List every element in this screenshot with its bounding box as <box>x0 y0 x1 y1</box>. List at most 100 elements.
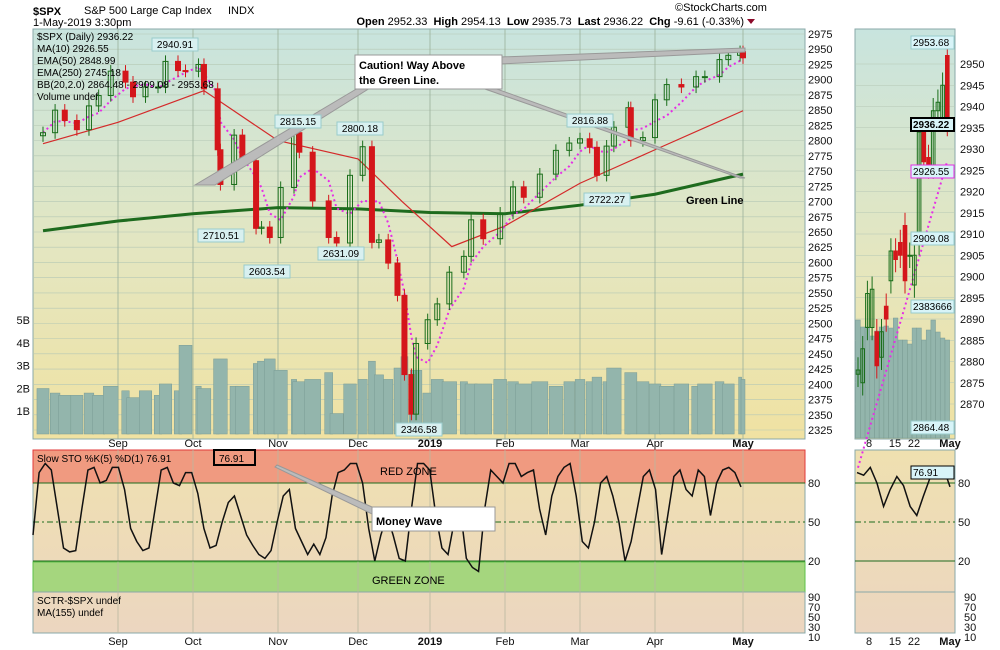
candle-body <box>716 59 723 78</box>
candle-body <box>401 294 408 376</box>
candle-body <box>480 219 487 240</box>
candle-body <box>95 95 102 107</box>
candle-body <box>122 70 129 83</box>
candle-body <box>663 84 670 101</box>
legend-price: $SPX (Daily) 2936.22 <box>37 32 134 43</box>
inset-volume-bar <box>893 317 899 439</box>
x-tick-label: Apr <box>646 636 663 648</box>
candle-body <box>693 76 700 88</box>
y-tick-label: 2775 <box>808 151 832 163</box>
sctr-tick-label: 90 <box>808 592 820 604</box>
inset-x-tick-label: May <box>939 438 961 450</box>
inset-candle-body <box>888 250 894 282</box>
candle-body <box>130 81 136 98</box>
candle-body <box>85 105 92 131</box>
inset-candle-body <box>898 242 903 256</box>
inset-volume-bar <box>883 325 889 439</box>
volume-bar <box>324 372 333 435</box>
inset-value-box <box>910 164 955 179</box>
volume-bar <box>474 383 492 435</box>
y-tick-label: 2700 <box>808 197 832 209</box>
volume-tick-label: 3B <box>17 361 30 373</box>
volume-bar <box>196 388 212 435</box>
inset-y-tick-label: 2885 <box>960 335 984 347</box>
price-legend: $SPX (Daily) 2936.22 MA(10) 2926.55 EMA(… <box>37 32 214 103</box>
inset-y-tick-label: 2900 <box>960 272 984 284</box>
chg-value: -9.61 (-0.33%) <box>674 16 744 28</box>
inset-y-tick-label: 2945 <box>960 80 984 92</box>
inset-ma10-line <box>857 160 949 469</box>
price-label: 2816.88 <box>572 116 609 127</box>
watermark: ©StockCharts.com <box>675 2 767 14</box>
inset-x-tick-label: 22 <box>908 636 920 648</box>
sctr-tick-label: 70 <box>964 602 976 614</box>
sctr-tick-label: 50 <box>964 612 976 624</box>
low-value: 2935.73 <box>532 16 572 28</box>
y-tick-label: 2800 <box>808 136 832 148</box>
sctr-tick-label: 30 <box>964 622 976 634</box>
y-tick-label: 2600 <box>808 257 832 269</box>
price-label-box <box>583 192 631 207</box>
y-tick-label: 2425 <box>808 364 832 376</box>
candle-body <box>309 151 316 202</box>
inset-candle-body <box>893 250 898 260</box>
candle-body <box>577 138 583 144</box>
sto-tick-label: 50 <box>808 517 820 529</box>
volume-bar <box>264 358 276 435</box>
price-label: 2603.54 <box>249 267 286 278</box>
candle-body <box>325 200 332 238</box>
candle-body <box>566 142 573 151</box>
quote-summary: Open 2952.33 High 2954.13 Low 2935.73 La… <box>356 16 755 28</box>
volume-bar <box>441 381 457 435</box>
volume-bar <box>591 376 603 435</box>
volume-bars <box>36 345 746 435</box>
y-tick-label: 2475 <box>808 334 832 346</box>
volume-bar <box>624 372 638 435</box>
candle-body <box>639 137 646 142</box>
candle-body <box>678 84 685 88</box>
inset-y-tick-label: 2910 <box>960 229 984 241</box>
volume-bar <box>70 395 84 435</box>
inset-y-tick-label: 2880 <box>960 357 984 369</box>
inset-y-tick-label: 2925 <box>960 165 984 177</box>
volume-bar <box>515 383 533 435</box>
volume-bar <box>574 379 586 435</box>
y-tick-label: 2900 <box>808 75 832 87</box>
y-tick-label: 2825 <box>808 120 832 132</box>
candle-body <box>627 107 634 142</box>
volume-bar <box>235 385 250 435</box>
inset-value-label: 2926.55 <box>913 167 950 178</box>
y-tick-label: 2550 <box>808 288 832 300</box>
inset-x-tick-label: May <box>939 636 961 648</box>
sto-tick-label: 80 <box>958 478 970 490</box>
chg-label: Chg <box>649 16 670 28</box>
sctr-tick-label: 70 <box>808 602 820 614</box>
inset-volume-bar <box>902 339 908 439</box>
price-labels: 2940.91 2710.51 2815.15 2800.18 2603.54 2631.… <box>151 35 955 480</box>
price-label: 2710.51 <box>203 231 240 242</box>
x-tick-label: Dec <box>348 636 368 648</box>
y-tick-label: 2500 <box>808 318 832 330</box>
volume-bar <box>292 381 307 435</box>
volume-bar <box>383 379 394 435</box>
candle-body <box>61 109 68 122</box>
volume-bar <box>374 374 384 435</box>
red-zone-label: RED ZONE <box>380 466 437 478</box>
high-label: High <box>433 16 458 28</box>
price-label-box <box>151 37 199 52</box>
y-tick-label: 2725 <box>808 181 832 193</box>
candle-body <box>52 109 59 134</box>
x-tick-label: Feb <box>496 438 515 450</box>
inset-candle-body <box>874 331 880 367</box>
inset-volume-bar <box>897 339 903 439</box>
volume-bar <box>673 383 689 435</box>
x-tick-label: Oct <box>184 636 201 648</box>
candle-body <box>182 70 189 73</box>
inset-value-label: 2953.68 <box>913 38 950 49</box>
inset-y-tick-label: 2930 <box>960 144 984 156</box>
volume-bar <box>159 383 172 435</box>
axes: 2975 2950 2925 2900 2875 2850 2825 2800 2775 2750… <box>17 29 977 648</box>
candle-body <box>510 186 517 214</box>
caution-text-1: Caution! Way Above <box>359 60 465 72</box>
inset-value-box <box>910 117 955 132</box>
